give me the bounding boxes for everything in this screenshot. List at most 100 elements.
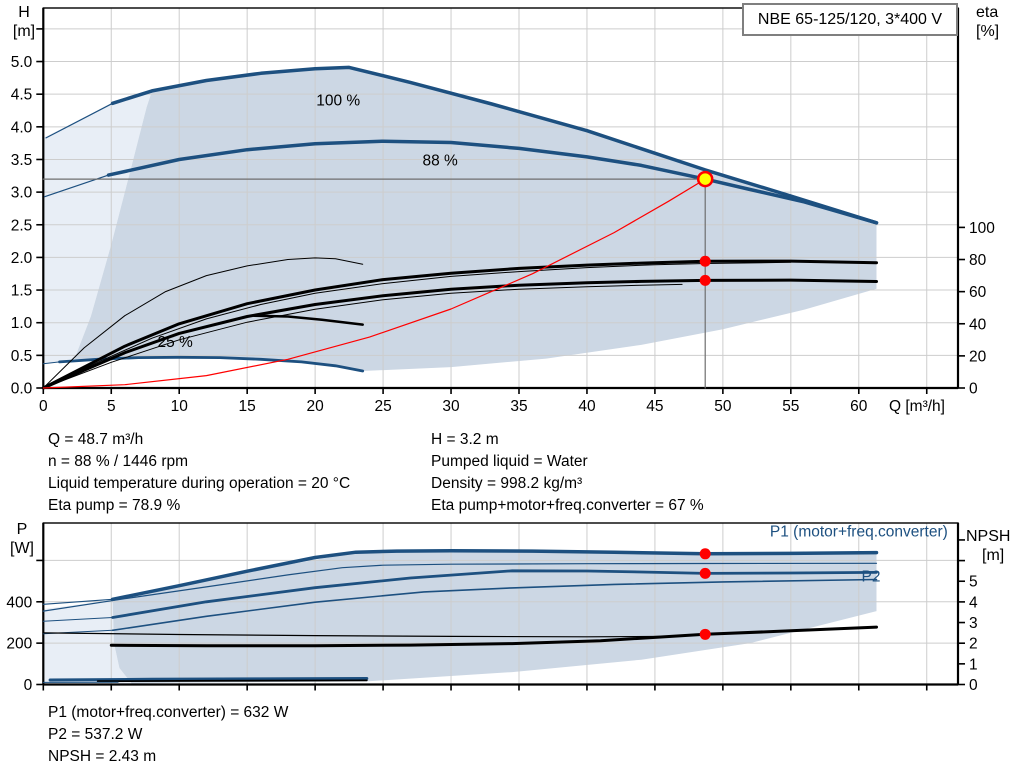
info-line-flow: Q = 48.7 m³/h: [48, 431, 144, 448]
y-right-tick-label: 1: [969, 656, 978, 673]
p1-curve: [110, 548, 879, 602]
x-tick-label: 30: [442, 398, 460, 415]
curve-label: P2: [862, 569, 881, 586]
pump-model-title-box: NBE 65-125/120, 3*400 V: [742, 3, 958, 36]
efficiency-curve-branch: [252, 314, 364, 326]
pump-curve-100pct-minflow: [45, 102, 114, 139]
y-left-tick-label: 1.0: [11, 315, 33, 332]
p1-curve-lead: [42, 598, 114, 605]
info-line-pumped-liquid: Pumped liquid = Water: [431, 453, 588, 470]
pump-curve-88pct: [106, 139, 879, 225]
y-left-tick-label: 200: [6, 636, 32, 653]
head-flow-chart: 0 5 10 15 20 25 30 35 40 45 50 55 60 0.0 0.5 1.0 1.5 2.0 2…: [11, 4, 999, 415]
p-curve-100pct-thin: [42, 562, 878, 612]
axis-unit-label: Q [m³/h]: [889, 398, 945, 415]
y-left-tick-label: 5.0: [11, 54, 33, 71]
x-tick-label: 50: [714, 398, 732, 415]
y-right-tick-label: 0: [969, 381, 978, 398]
info-line-npsh: NPSH = 2.43 m: [48, 748, 157, 765]
p-curve-25pct-blue: [48, 677, 369, 682]
y-right-tick-label: 2: [969, 636, 978, 653]
axis-unit-label: [%]: [976, 23, 999, 40]
axis-unit-label: NPSH: [966, 528, 1010, 545]
info-line-density: Density = 998.2 kg/m³: [431, 475, 583, 492]
x-tick-label: 20: [307, 398, 325, 415]
info-line-liquid-temp: Liquid temperature during operation = 20…: [48, 475, 351, 492]
efficiency-curve-companion-2: [42, 283, 683, 389]
y-left-tick-label: 3.5: [11, 152, 33, 169]
p2-curve: [111, 569, 878, 619]
y-right-tick-label: 5: [969, 574, 978, 591]
x-tick-label: 35: [510, 398, 527, 415]
info-line-eta-total: Eta pump+motor+freq.converter = 67 %: [431, 497, 704, 514]
pump-curve-25pct-minflow: [42, 361, 61, 365]
y-right-tick-label: 20: [969, 348, 987, 365]
p2-curve-lead: [42, 617, 114, 622]
x-tick-label: 55: [782, 398, 799, 415]
x-tick-label: 60: [850, 398, 868, 415]
duty-info-left: Q = 48.7 m³/h n = 88 % / 1446 rpm Liquid…: [48, 429, 350, 517]
x-tick-label: 5: [107, 398, 116, 415]
efficiency-curve-pump: [41, 259, 878, 390]
axis-unit-label: eta: [976, 4, 998, 21]
p2-point-marker: [699, 567, 711, 579]
operating-envelope: [74, 67, 877, 372]
eta-total-point-marker: [699, 274, 711, 286]
npsh-curve-thin: [42, 632, 670, 638]
duty-info-right: H = 3.2 m Pumped liquid = Water Density …: [431, 429, 704, 517]
efficiency-curve-total: [41, 278, 878, 390]
y-right-tick-label: 0: [969, 677, 978, 694]
info-line-p2: P2 = 537.2 W: [48, 726, 143, 743]
p-curve-thin-2: [111, 578, 878, 632]
y-left-tick-label: 3.0: [11, 185, 33, 202]
y-right-tick-label: 4: [969, 594, 978, 611]
y-left-tick-label: 400: [6, 594, 32, 611]
x-tick-label: 15: [239, 398, 256, 415]
npsh-point-marker: [699, 628, 711, 640]
info-line-p1: P1 (motor+freq.converter) = 632 W: [48, 704, 289, 721]
system-curve: [42, 178, 706, 389]
x-tick-label: 10: [171, 398, 189, 415]
y-left-tick-label: 2.0: [11, 250, 33, 267]
x-tick-label: 0: [39, 398, 48, 415]
x-tick-label: 25: [374, 398, 391, 415]
axis-unit-label: P: [17, 521, 28, 538]
y-right-tick-label: 40: [969, 316, 987, 333]
y-left-tick-label: 0: [24, 677, 33, 694]
npsh-curve: [109, 625, 878, 648]
axis-unit-label: [m]: [982, 547, 1004, 564]
axis-unit-label: H: [18, 4, 30, 21]
eta-pump-point-marker: [699, 255, 711, 267]
curve-label: 88 %: [422, 152, 458, 169]
p-curve-25pct-black: [96, 679, 368, 683]
y-left-tick-label: 1.5: [11, 283, 33, 300]
p1-point-marker: [699, 548, 711, 560]
y-right-tick-label: 100: [969, 220, 995, 237]
info-line-head: H = 3.2 m: [431, 431, 499, 448]
y-left-tick-label: 0.0: [11, 381, 33, 398]
axis-unit-label: [W]: [10, 540, 34, 557]
power-envelope: [112, 550, 877, 684]
y-left-tick-label: 4.5: [11, 87, 33, 104]
info-line-speed: n = 88 % / 1446 rpm: [48, 453, 189, 470]
y-right-tick-label: 3: [969, 615, 978, 632]
pump-model-label: NBE 65-125/120, 3*400 V: [757, 10, 943, 28]
efficiency-curve-high-thin: [42, 257, 364, 389]
y-left-tick-label: 4.0: [11, 119, 33, 136]
info-line-eta-pump: Eta pump = 78.9 %: [48, 497, 181, 514]
power-info: P1 (motor+freq.converter) = 632 W P2 = 5…: [48, 702, 288, 768]
y-right-tick-label: 80: [969, 252, 987, 269]
duty-point-marker[interactable]: [696, 170, 714, 188]
x-tick-label: 40: [578, 398, 596, 415]
curve-label: P1 (motor+freq.converter): [770, 523, 948, 540]
power-npsh-chart: 0 200 400 0 1 2 3 4 5 P1 (motor+freq.converter) P2…: [6, 521, 1010, 694]
power-envelope-light: [43, 600, 132, 684]
y-right-tick-label: 60: [969, 284, 987, 301]
curve-label: 25 %: [157, 334, 193, 351]
axis-unit-label: [m]: [13, 23, 35, 40]
efficiency-curve-companion-1: [42, 261, 792, 389]
curve-label: 100 %: [316, 92, 360, 109]
pump-curve-100pct: [110, 65, 879, 225]
